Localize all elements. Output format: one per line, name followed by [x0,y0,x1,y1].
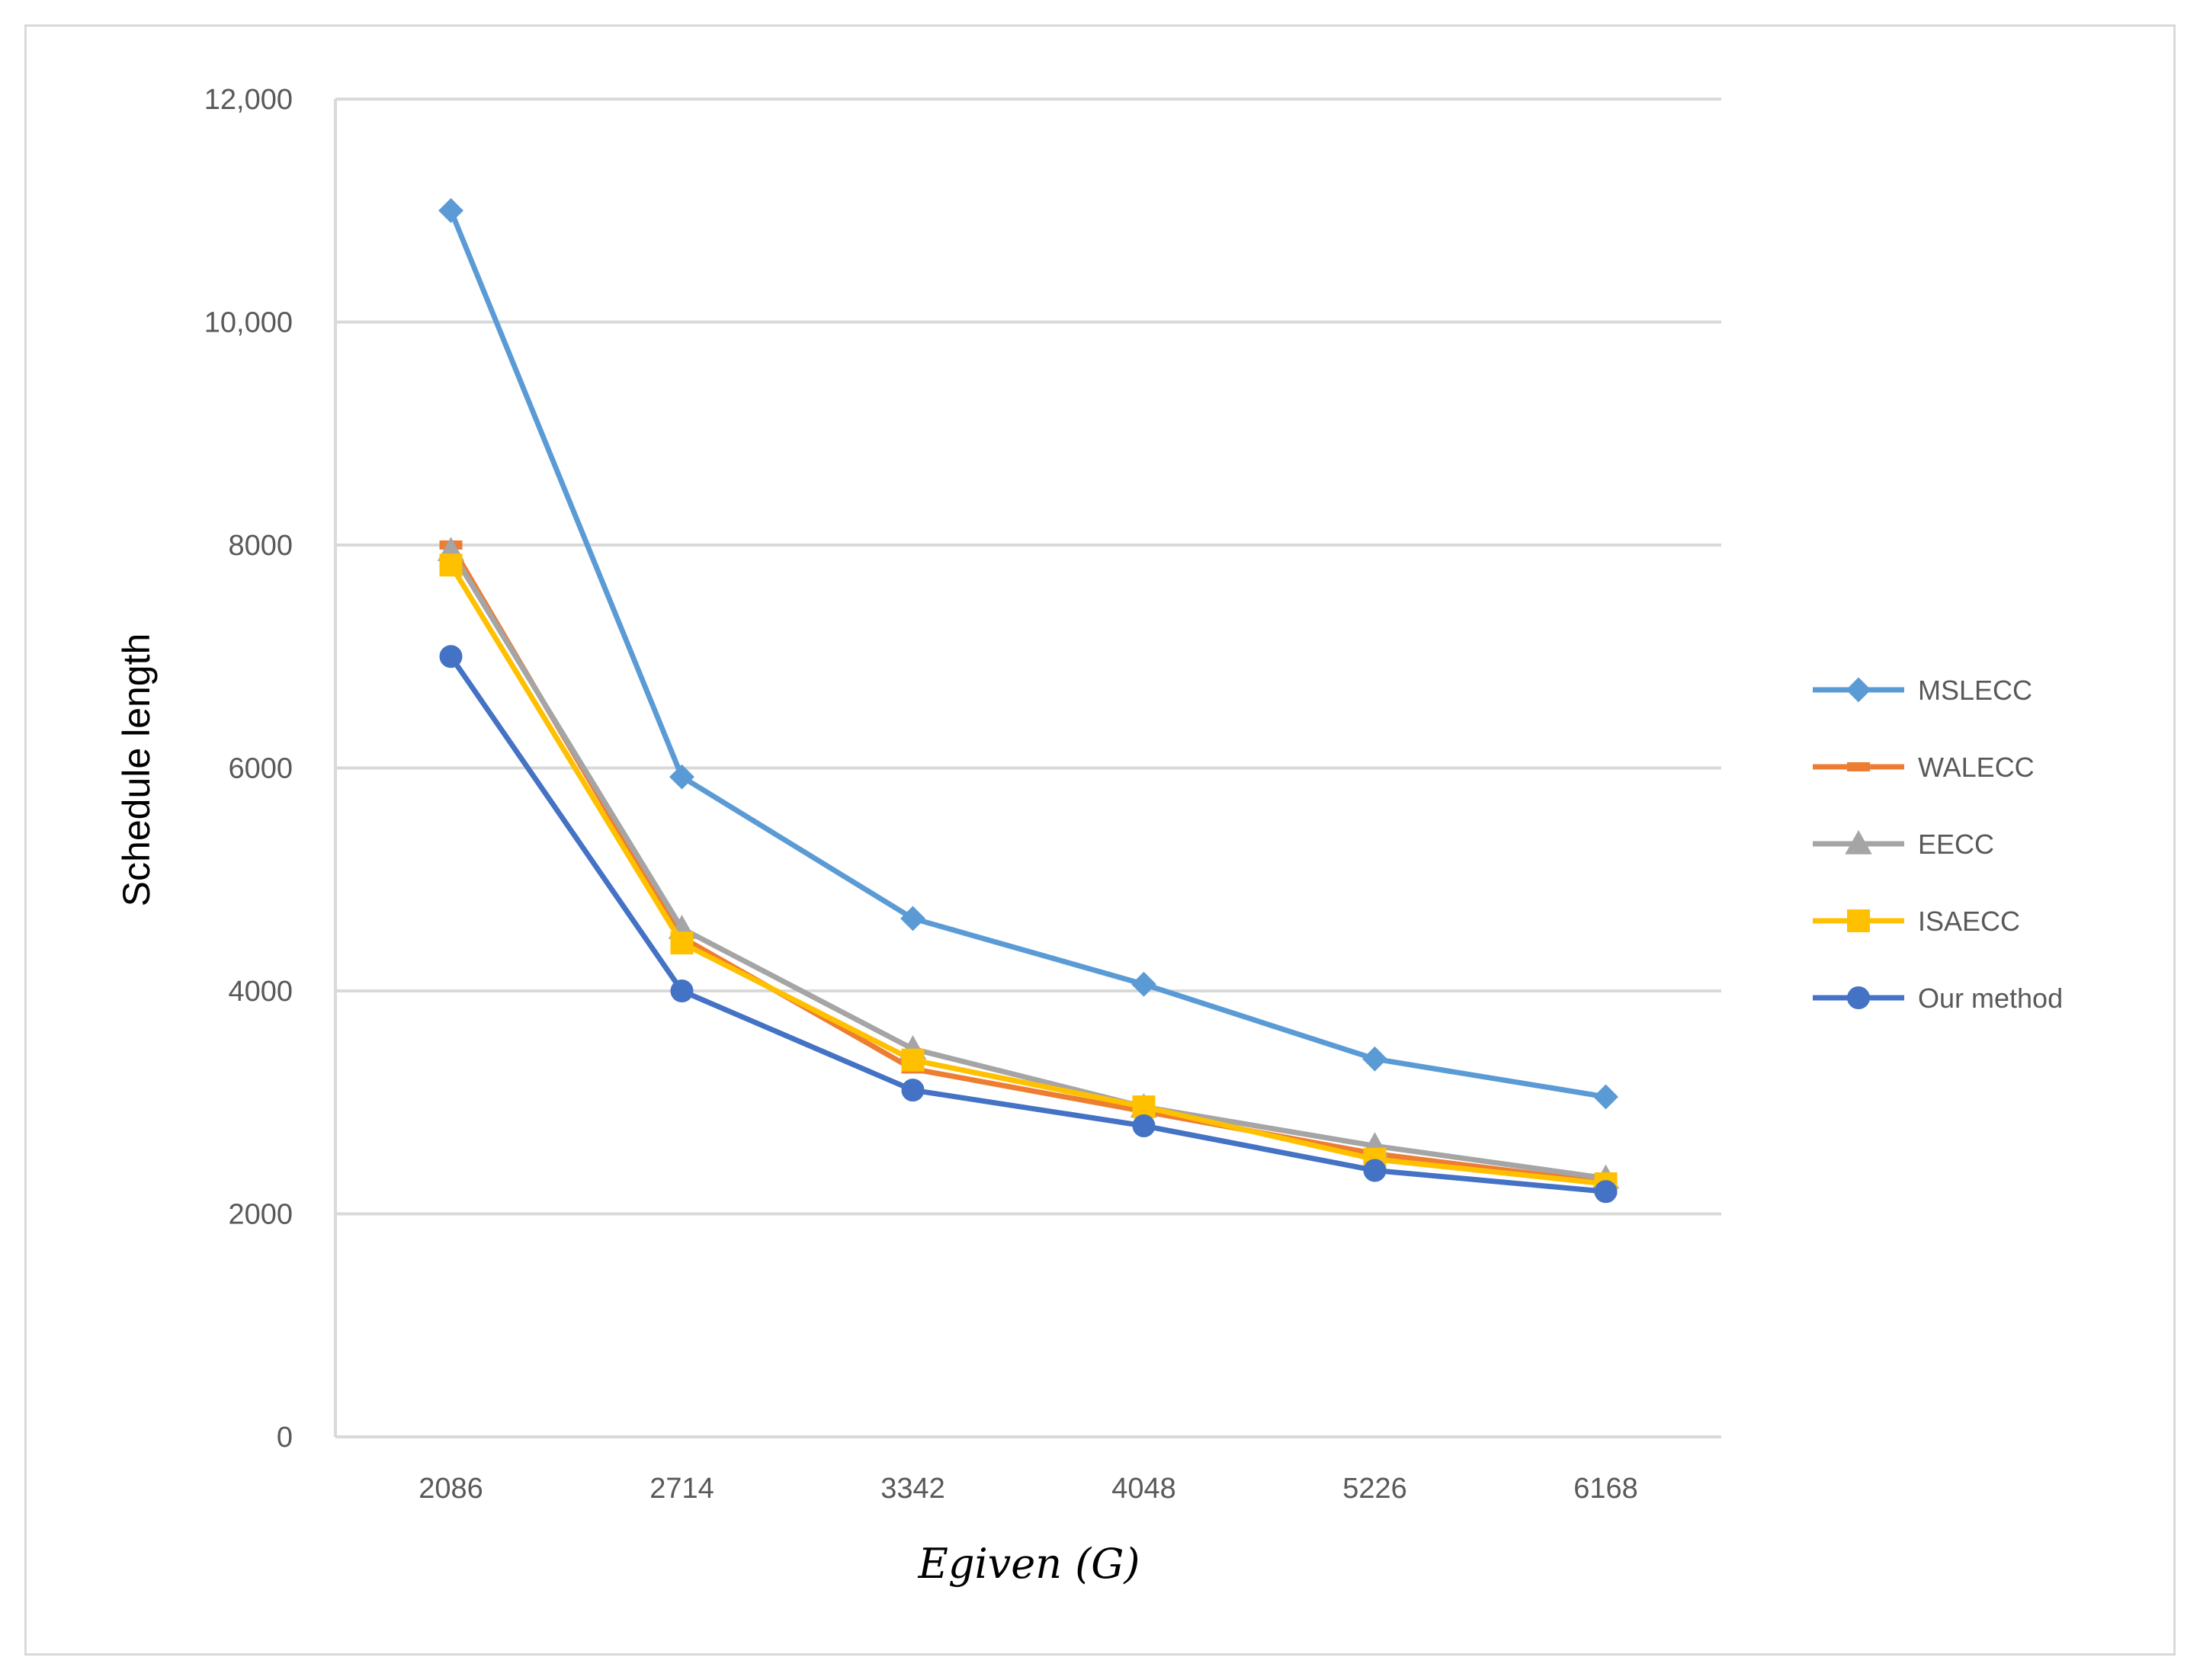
chart-frame [24,24,2176,1656]
x-axis-title: Egiven (G) [918,1540,1140,1588]
data-point [900,906,925,931]
axes [334,99,1721,1438]
legend-label: ISAECC [1918,906,2020,937]
data-point [438,197,463,223]
x-tick-label: 4048 [1111,1473,1176,1505]
legend-item-our-method: Our method [1813,983,2063,1014]
x-tick-label: 2086 [419,1473,483,1505]
data-point [901,1048,925,1072]
y-tick-label: 12,000 [204,84,293,116]
data-point [901,1079,925,1102]
y-axis-title: Schedule length [115,633,158,907]
legend-marker [1847,909,1870,932]
data-point [1132,1095,1156,1119]
x-tick-label: 6168 [1573,1473,1638,1505]
series-line-isaecc [448,562,1608,1187]
x-tick-label: 5226 [1342,1473,1407,1505]
data-point [1594,1180,1618,1204]
x-tick-labels: 2086 2714 3342 4048 5226 6168 [419,1473,1638,1505]
series-line-eecc [448,547,1608,1181]
legend-marker [1846,677,1871,703]
legend-marker [1845,829,1872,854]
y-tick-label: 2000 [228,1199,293,1231]
data-point [1363,1159,1387,1182]
series-walecc [439,540,1618,1188]
legend-marker [1847,762,1870,771]
data-point [1131,971,1156,997]
legend-marker [1847,986,1870,1009]
legend: MSLECC WALECC EECC ISAECC Our method [1813,675,2063,1014]
data-point [1132,1114,1156,1137]
data-point [669,764,694,790]
y-tick-label: 6000 [228,753,293,785]
y-tick-label: 4000 [228,976,293,1008]
y-tick-labels: 0 2000 4000 6000 8000 10,000 12,000 [204,84,293,1454]
series-our-method [439,645,1618,1204]
legend-item-walecc: WALECC [1813,752,2035,783]
legend-label: Our method [1918,983,2063,1014]
data-point [670,979,694,1002]
y-tick-label: 8000 [228,530,293,562]
x-tick-label: 3342 [880,1473,945,1505]
data-point [1593,1084,1618,1110]
gridlines [335,98,1721,1216]
legend-label: EECC [1918,829,1994,860]
data-point [439,553,463,577]
series-lines [437,197,1620,1204]
legend-label: WALECC [1918,752,2035,783]
y-tick-label: 10,000 [204,307,293,339]
legend-item-mslecc: MSLECC [1813,675,2032,706]
legend-item-eecc: EECC [1813,829,1994,860]
legend-item-isaecc: ISAECC [1813,906,2020,937]
y-tick-label: 0 [277,1422,293,1454]
legend-label: MSLECC [1918,675,2032,706]
series-line-walecc [448,542,1608,1186]
data-point [670,931,694,955]
x-tick-label: 2714 [649,1473,714,1505]
series-line-mslecc [448,207,1608,1100]
series-mslecc [438,197,1618,1110]
data-point [439,645,463,668]
data-point [1362,1046,1387,1072]
series-isaecc [439,553,1618,1196]
series-line-our-method [448,653,1608,1194]
